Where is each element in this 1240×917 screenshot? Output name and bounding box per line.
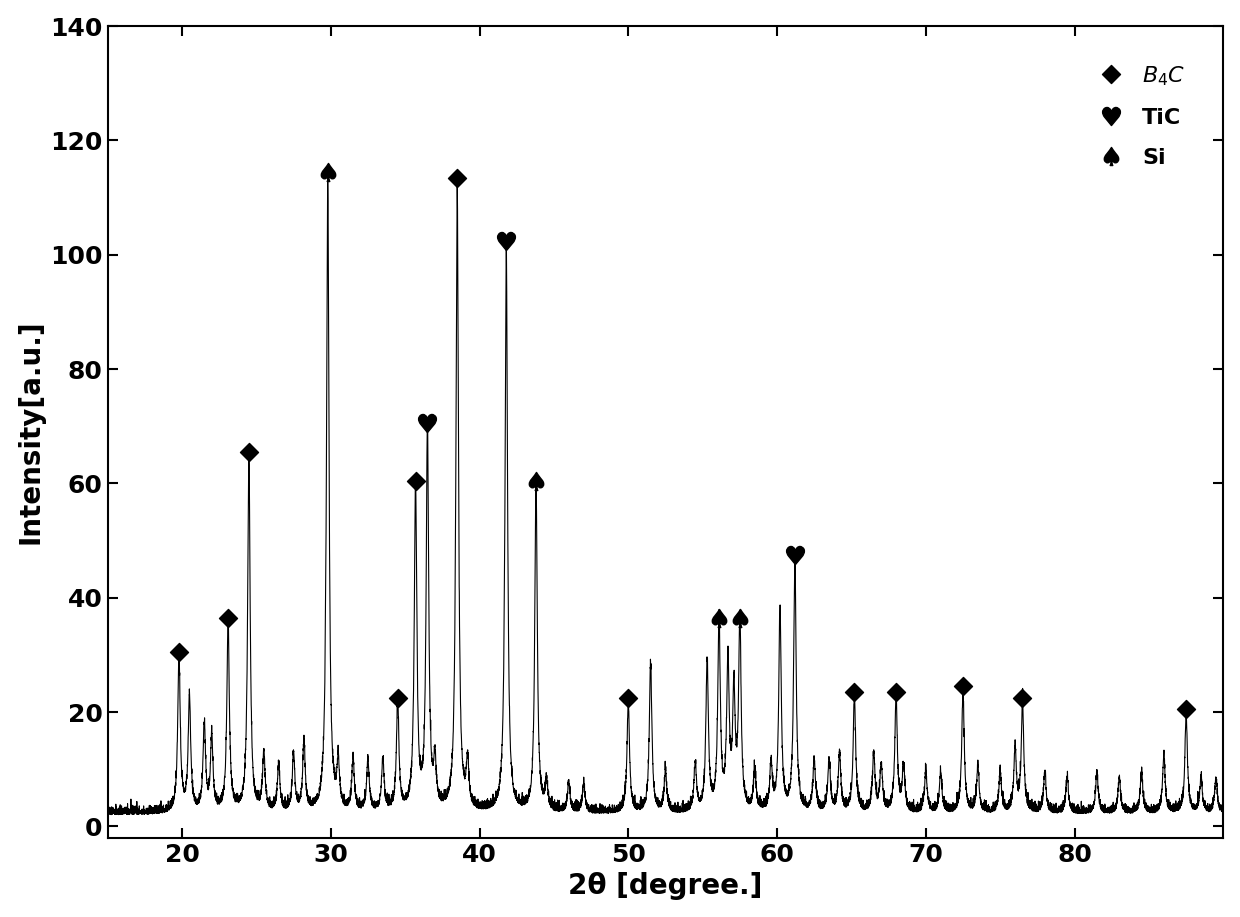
X-axis label: 2θ [degree.]: 2θ [degree.] <box>568 872 763 900</box>
Legend: $B_4C$, TiC, Si: $B_4C$, TiC, Si <box>1078 53 1197 179</box>
Y-axis label: Intensity[a.u.]: Intensity[a.u.] <box>16 320 45 545</box>
